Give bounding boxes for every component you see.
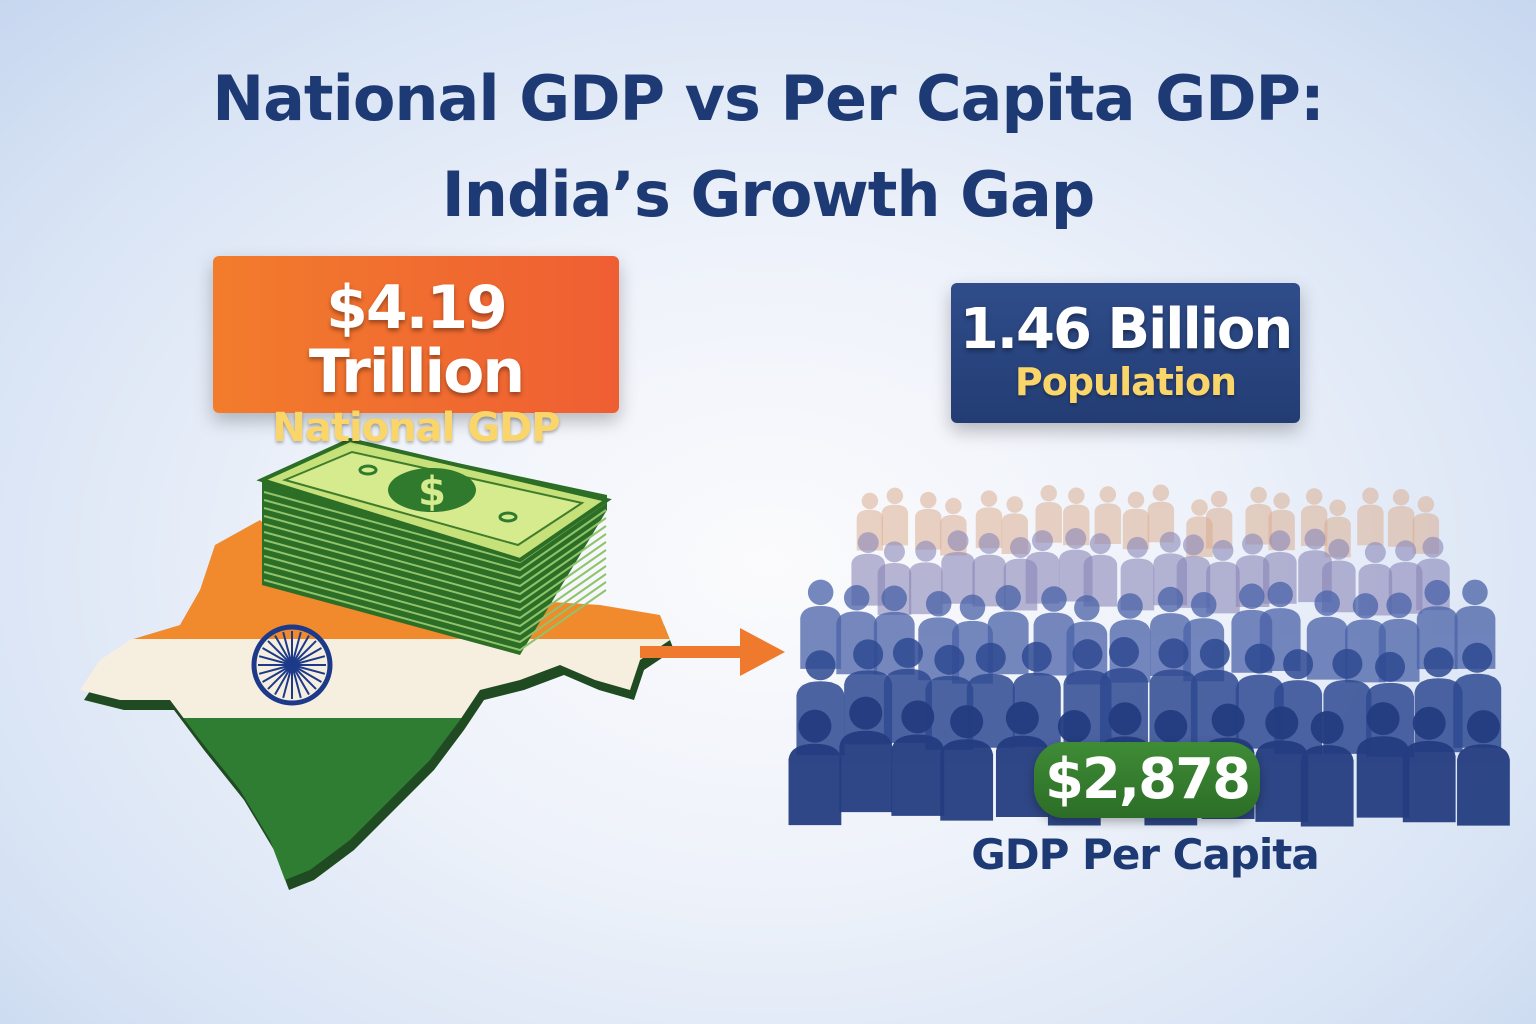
money-stack-icon: $ [256,437,612,655]
person-silhouette [881,487,909,546]
national-gdp-card: $4.19 Trillion National GDP [213,256,619,451]
person-silhouette [1387,489,1415,547]
person-silhouette [891,700,945,816]
population-value: 1.46 Billion [959,297,1293,362]
crowd-icon [788,484,1510,827]
title-line-1: National GDP vs Per Capita GDP: [212,62,1325,135]
per-capita-value-badge: $2,878 [1034,742,1260,818]
svg-text:$: $ [418,469,446,515]
national-gdp-label: National GDP [272,405,560,451]
person-silhouette [941,530,975,604]
person-silhouette [839,696,893,813]
person-silhouette [1356,702,1410,818]
person-silhouette [800,579,842,669]
person-silhouette [1457,710,1510,826]
national-gdp-value: $4.19 Trillion [308,273,525,407]
person-silhouette [940,705,994,821]
person-silhouette [1083,533,1118,607]
title-line-2: India’s Growth Gap [441,158,1096,231]
arrow-right-icon [640,628,785,676]
per-capita-label: GDP Per Capita [971,830,1319,879]
person-silhouette [915,491,942,550]
population-label: Population [1014,360,1237,404]
person-silhouette [1255,706,1309,822]
person-silhouette [1300,710,1354,827]
population-card: 1.46 Billion Population [951,283,1300,423]
ashoka-chakra-icon [251,624,333,706]
person-silhouette [1205,490,1233,549]
person-silhouette [1357,487,1384,546]
person-silhouette [788,709,842,826]
person-silhouette [1035,484,1062,543]
person-silhouette [1402,706,1456,823]
